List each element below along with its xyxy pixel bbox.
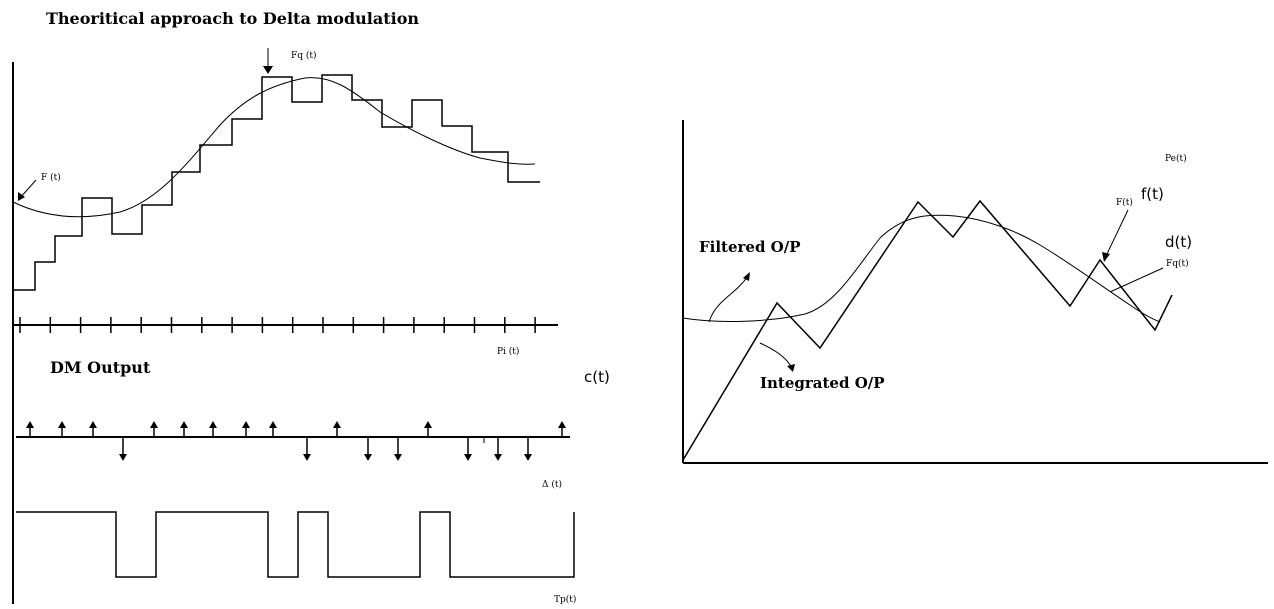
impulse-down-arrowhead [494,454,502,461]
ft-pointer-arrowhead [1102,252,1110,262]
pe-label: Pe(t) [1165,153,1187,164]
f-arrow [19,179,37,199]
impulse-down-arrowhead [464,454,472,461]
impulse-down-arrowhead [524,454,532,461]
ct-label: c(t) [584,368,610,386]
integrated-op-arrowhead [787,364,795,372]
impulse-train [26,421,566,461]
dm-square-wave [16,511,575,578]
ft-pointer-arrow [1105,209,1129,257]
impulse-up-arrowhead [58,421,66,428]
impulse-up-arrowhead [26,421,34,428]
impulse-up-arrowhead [89,421,97,428]
impulse-up-arrowhead [558,421,566,428]
f-arrowhead [18,192,25,201]
fq-arrowhead [263,66,273,74]
impulse-up-arrowhead [333,421,341,428]
impulse-up-arrowhead [424,421,432,428]
fq-right-label: Fq(t) [1166,258,1189,269]
integrated-op-arrow [759,342,793,369]
dm-output-label: DM Output [50,358,151,377]
tpx-label: Tp(t) [554,594,576,605]
f-label: F (t) [41,172,61,183]
integrated-op-label: Integrated O/P [760,374,885,392]
staircase-fq-waveform [13,74,540,291]
filtered-op-arrow [708,275,749,323]
right-figure: Pe(t) F(t) f(t) d(t) Fq(t) Filtered O/P … [682,120,1268,464]
filtered-output-curve [682,214,1161,323]
impulse-down-arrowhead [303,454,311,461]
impulse-down-arrowhead [394,454,402,461]
impulse-up-arrowhead [242,421,250,428]
analog-signal-f [12,77,536,218]
filtered-op-arrowhead [743,272,750,281]
left-figure: Theoritical approach to Delta modulation… [12,9,610,605]
sampling-ticks [19,317,536,333]
fq-right-pointer [1109,267,1164,293]
filtered-op-label: Filtered O/P [699,238,801,256]
integrated-output-waveform [682,199,1173,461]
impulse-up-arrowhead [150,421,158,428]
impulse-up-arrowhead [180,421,188,428]
delta-label: Δ (t) [542,479,562,490]
ft-handwritten-label: f(t) [1141,185,1164,203]
pi-label: Pi (t) [497,346,519,357]
ft-label: F(t) [1116,197,1133,208]
impulse-down-arrowhead [119,454,127,461]
impulse-down-arrowhead [364,454,372,461]
impulse-up-arrowhead [269,421,277,428]
left-title: Theoritical approach to Delta modulation [46,9,419,28]
fq-label: Fq (t) [291,50,317,61]
dt-handwritten-label: d(t) [1165,233,1192,251]
impulse-up-arrowhead [209,421,217,428]
